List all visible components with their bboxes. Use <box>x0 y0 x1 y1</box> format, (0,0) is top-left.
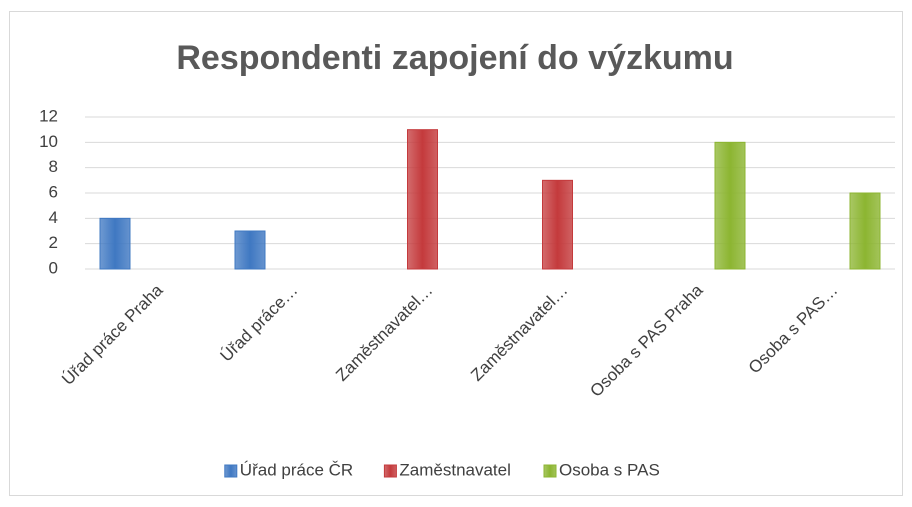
y-tick-label: 6 <box>49 182 58 201</box>
bar <box>714 141 746 270</box>
y-tick-label: 0 <box>49 258 58 277</box>
y-tick-label: 2 <box>49 233 58 252</box>
y-tick-label: 8 <box>49 157 58 176</box>
legend-label: Zaměstnavatel <box>399 460 511 479</box>
legend-swatch <box>383 464 397 478</box>
y-tick-label: 12 <box>39 106 58 125</box>
chart-frame <box>9 11 903 496</box>
bar <box>849 192 881 270</box>
bar <box>542 179 573 270</box>
legend-label: Osoba s PAS <box>559 460 660 479</box>
bar <box>99 217 131 270</box>
legend-swatch <box>543 464 557 478</box>
chart-title: Respondenti zapojení do výzkumu <box>176 39 733 77</box>
bar <box>407 129 438 270</box>
y-tick-label: 10 <box>39 132 58 151</box>
y-tick-label: 4 <box>49 208 58 227</box>
legend-swatch <box>224 464 238 478</box>
legend-label: Úřad práce ČR <box>240 460 353 479</box>
bar <box>234 230 266 270</box>
